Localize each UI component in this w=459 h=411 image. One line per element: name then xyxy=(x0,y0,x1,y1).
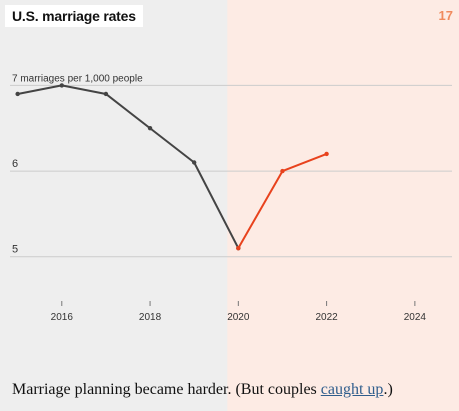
y-axis-labels: 7 marriages per 1,000 people 6 5 xyxy=(12,73,143,255)
x-tick-label-2022: 2022 xyxy=(315,312,338,323)
caught-up-link[interactable]: caught up xyxy=(320,381,384,398)
data-point-0-2019 xyxy=(191,160,197,165)
data-point-0-2016 xyxy=(59,83,64,88)
x-tick-label-2016: 2016 xyxy=(51,312,74,323)
data-point-0-2017 xyxy=(103,91,109,97)
y-tick-label-7: 7 marriages per 1,000 people xyxy=(12,73,143,84)
y-tick-label-6: 6 xyxy=(12,158,18,170)
chart-series xyxy=(15,83,329,251)
data-point-0-2015 xyxy=(15,91,20,97)
page-number: 17 xyxy=(438,8,453,23)
caption-text-after: .) xyxy=(383,381,393,398)
y-tick-label-5: 5 xyxy=(12,244,18,256)
data-point-0-2018 xyxy=(147,126,153,131)
x-tick-label-2018: 2018 xyxy=(139,312,162,323)
data-point-1-2020 xyxy=(236,245,241,251)
data-point-1-2021 xyxy=(280,168,285,174)
series-line-0 xyxy=(16,84,240,250)
chart-caption: Marriage planning became harder. (But co… xyxy=(12,381,452,399)
x-tick-label-2024: 2024 xyxy=(404,312,427,323)
x-tick-label-2020: 2020 xyxy=(227,312,250,323)
pandemic-highlight-region xyxy=(227,0,459,411)
x-axis: 2016 2018 2020 2022 2024 xyxy=(51,301,427,323)
chart-title: U.S. marriage rates xyxy=(5,5,143,27)
caption-text-before: Marriage planning became harder. (But co… xyxy=(12,381,321,398)
data-point-1-2022 xyxy=(324,151,329,157)
chart-gridlines xyxy=(10,84,452,258)
